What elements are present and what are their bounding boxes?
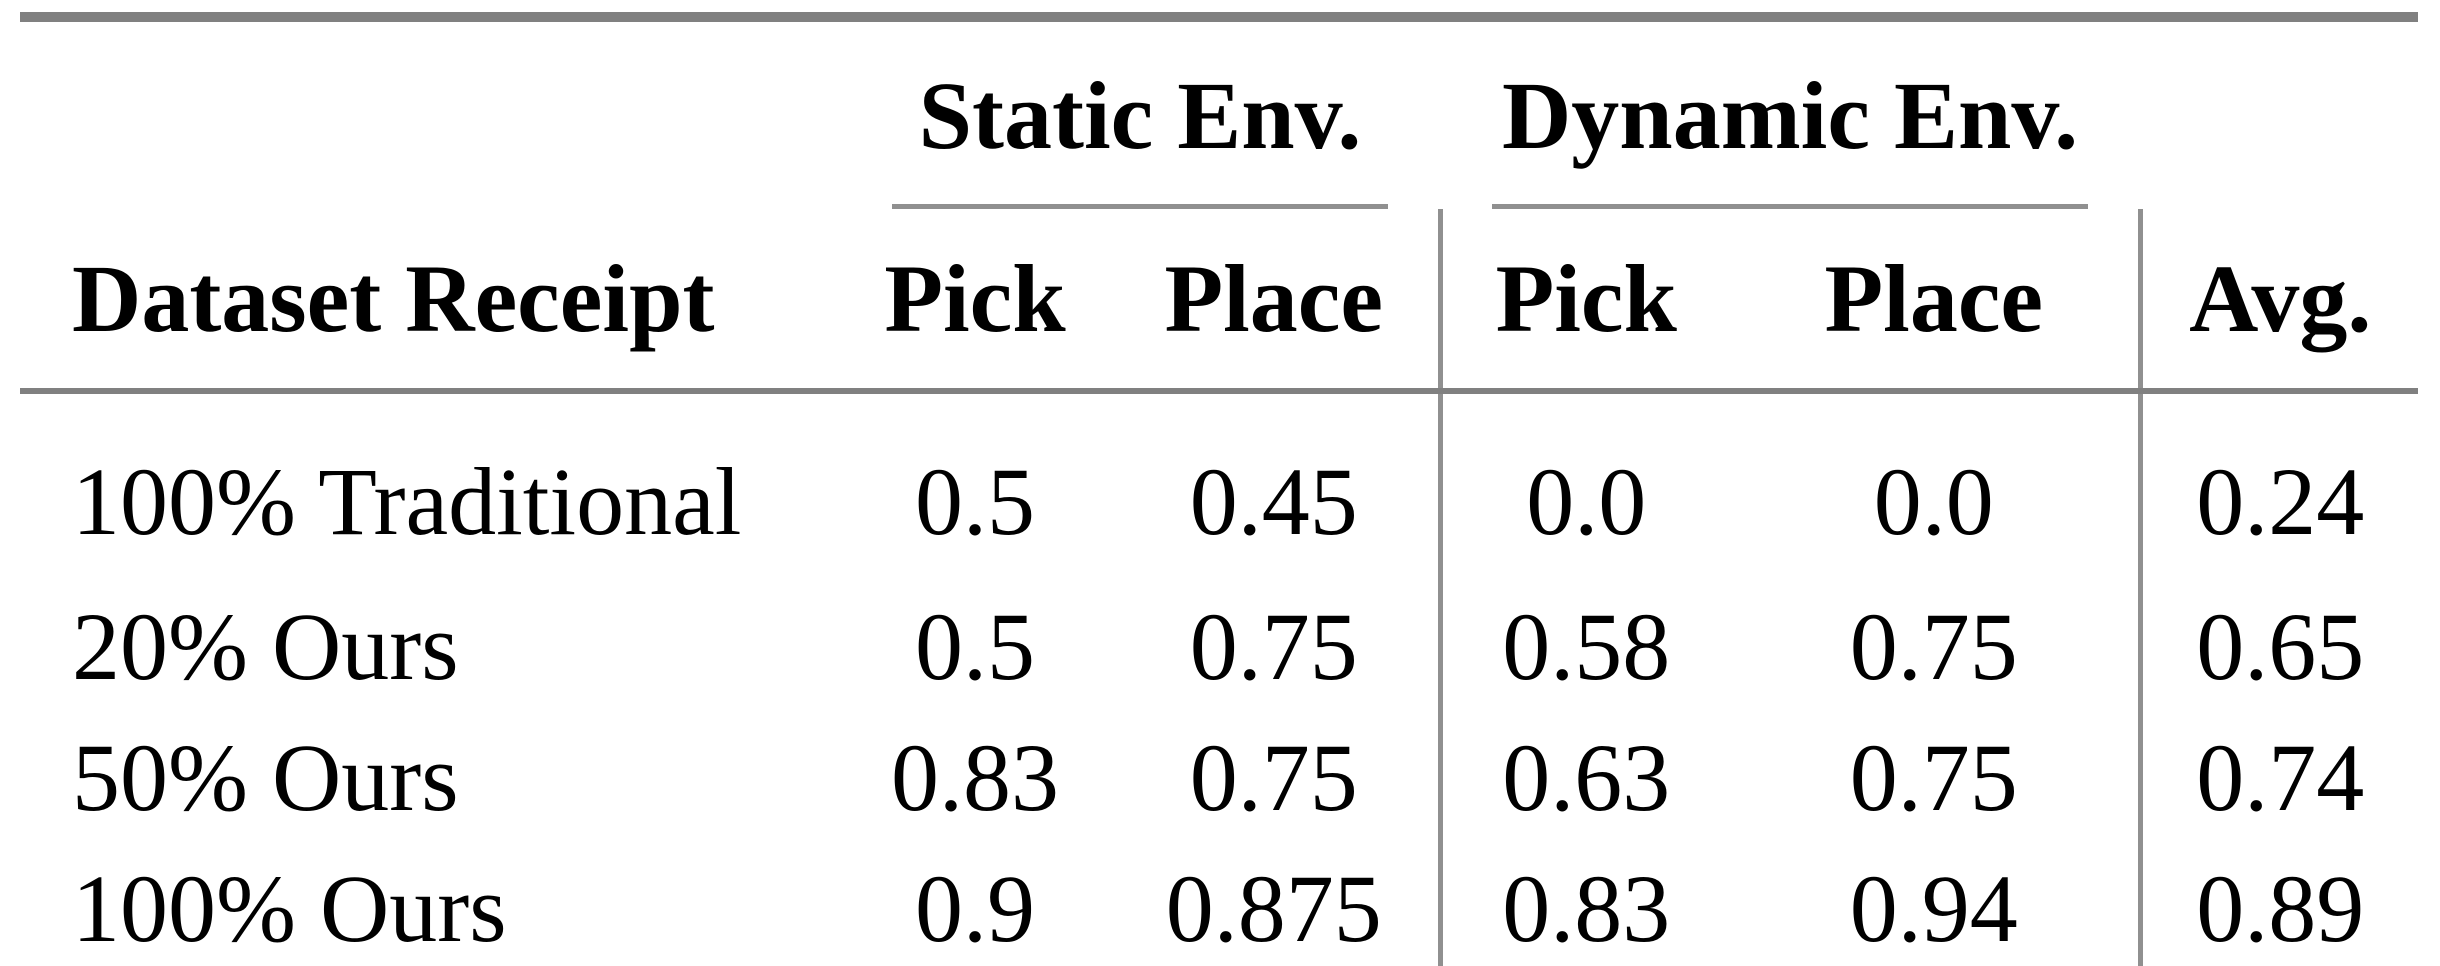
cell-avg: 0.89 (2137, 843, 2419, 966)
empty-corner-cell (2140, 17, 2418, 209)
row-label: 50% Ours (72, 724, 459, 831)
cell-static-pick: 0.83 (891, 724, 1059, 831)
column-header-dynamic-place: Place (1730, 209, 2141, 394)
row-label: 100% Traditional (72, 448, 742, 555)
cell-avg: 0.65 (2137, 581, 2419, 712)
cell-dynamic-place: 0.75 (1849, 724, 2018, 831)
cell-dynamic-place: 0.0 (1873, 448, 1994, 555)
column-header-static-place: Place (1110, 209, 1441, 394)
results-table: Static Env. Dynamic Env. Dataset Receipt… (20, 12, 2419, 966)
row-label: 20% Ours (72, 593, 459, 700)
static-env-label: Static Env. (918, 62, 1362, 169)
cell-dynamic-pick: 0.58 (1437, 581, 1731, 712)
dynamic-env-label: Dynamic Env. (1501, 62, 2079, 169)
column-header-static-pick: Pick (840, 209, 1110, 394)
cell-static-place: 0.75 (1189, 724, 1358, 831)
cell-static-place: 0.75 (1189, 593, 1358, 700)
empty-corner-cell (20, 17, 840, 209)
row-label: 100% Ours (72, 855, 507, 962)
cell-static-pick: 0.5 (915, 593, 1035, 700)
table-row-100pct-ours: 100% Ours 0.9 0.875 0.83 0.94 0.89 (20, 843, 2419, 966)
column-header-dynamic-pick: Pick (1437, 209, 1731, 394)
static-env-cmidrule (892, 204, 1389, 209)
column-header-row: Dataset Receipt Pick Place Pick Place Av… (20, 209, 2419, 394)
cell-dynamic-pick: 0.0 (1437, 391, 1731, 581)
cell-dynamic-pick: 0.83 (1437, 843, 1731, 966)
column-header-avg: Avg. (2137, 209, 2419, 394)
cell-dynamic-place: 0.94 (1849, 855, 2018, 962)
cell-avg: 0.24 (2137, 391, 2419, 581)
cell-dynamic-place: 0.75 (1849, 593, 2018, 700)
table-row-100pct-traditional: 100% Traditional 0.5 0.45 0.0 0.0 0.24 (20, 391, 2419, 581)
cell-dynamic-pick: 0.63 (1437, 712, 1731, 843)
dynamic-env-cmidrule (1492, 204, 2089, 209)
column-header-dataset-receipt: Dataset Receipt (20, 209, 840, 394)
cell-avg: 0.74 (2137, 712, 2419, 843)
table-row-50pct-ours: 50% Ours 0.83 0.75 0.63 0.75 0.74 (20, 712, 2419, 843)
group-header-row: Static Env. Dynamic Env. (20, 17, 2418, 209)
table-row-20pct-ours: 20% Ours 0.5 0.75 0.58 0.75 0.65 (20, 581, 2419, 712)
cell-static-place: 0.875 (1165, 855, 1382, 962)
cell-static-pick: 0.9 (915, 855, 1035, 962)
cell-static-place: 0.45 (1189, 448, 1358, 555)
cell-static-pick: 0.5 (915, 448, 1035, 555)
static-env-group-header: Static Env. (840, 17, 1440, 209)
dynamic-env-group-header: Dynamic Env. (1440, 17, 2140, 209)
